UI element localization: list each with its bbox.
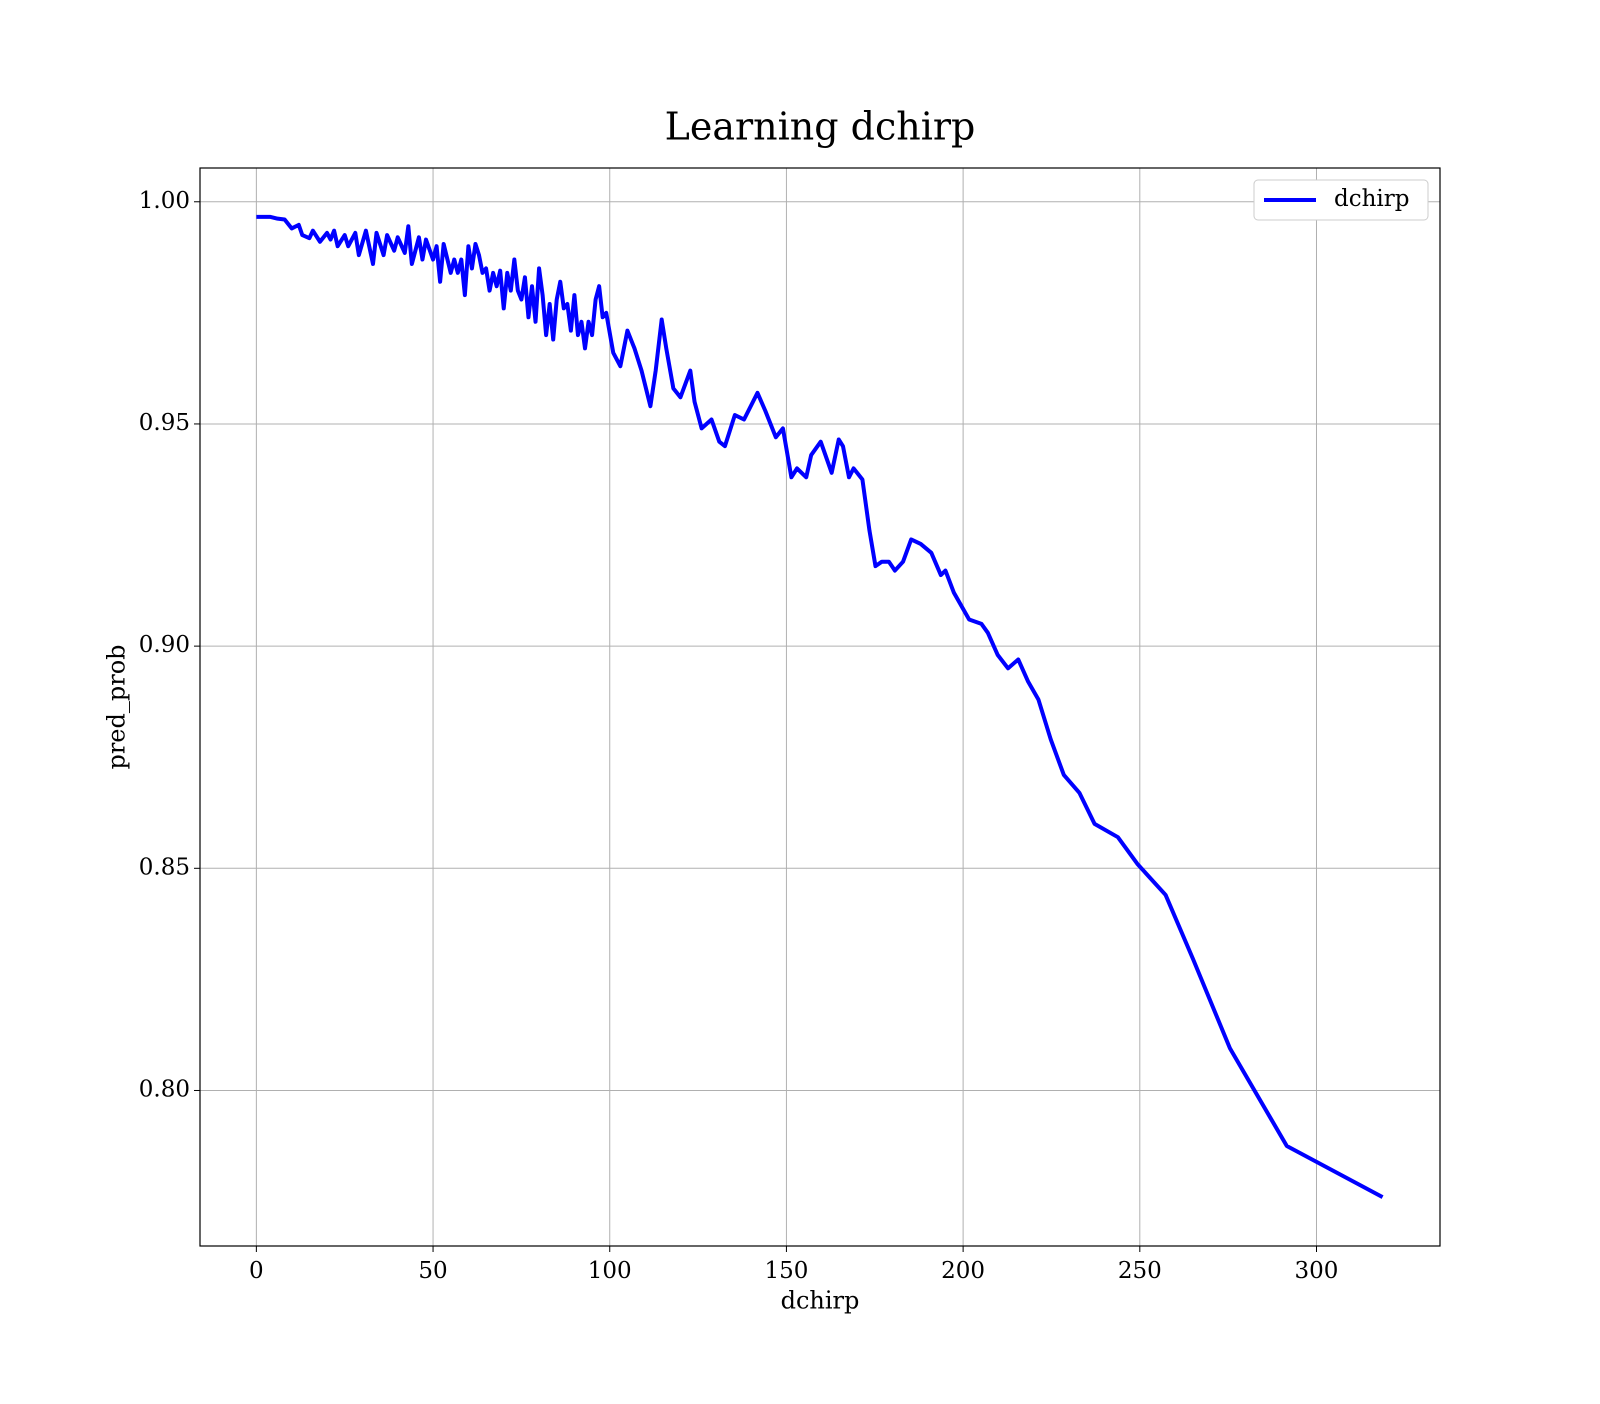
x-tick-label: 100: [588, 1258, 632, 1284]
x-tick-label: 50: [418, 1258, 447, 1284]
x-axis-label: dchirp: [781, 1287, 860, 1315]
chart-title: Learning dchirp: [665, 105, 976, 149]
y-tick-label: 0.95: [139, 410, 190, 436]
y-tick-label: 0.90: [139, 632, 190, 658]
plot-frame: [199, 167, 1441, 1247]
y-tick-label: 1.00: [139, 188, 190, 214]
legend-label: dchirp: [1334, 186, 1410, 212]
x-tick-label: 0: [249, 1258, 264, 1284]
legend-box: [1253, 179, 1429, 221]
x-tick-label: 250: [1118, 1258, 1162, 1284]
y-tick-label: 0.85: [139, 854, 190, 880]
data-line: [256, 214, 1384, 1199]
x-tick-label: 150: [764, 1258, 808, 1284]
x-tick-label: 300: [1295, 1258, 1339, 1284]
x-tick-label: 200: [941, 1258, 985, 1284]
y-axis-label: pred_prob: [103, 644, 131, 769]
y-tick-label: 0.80: [139, 1076, 190, 1102]
